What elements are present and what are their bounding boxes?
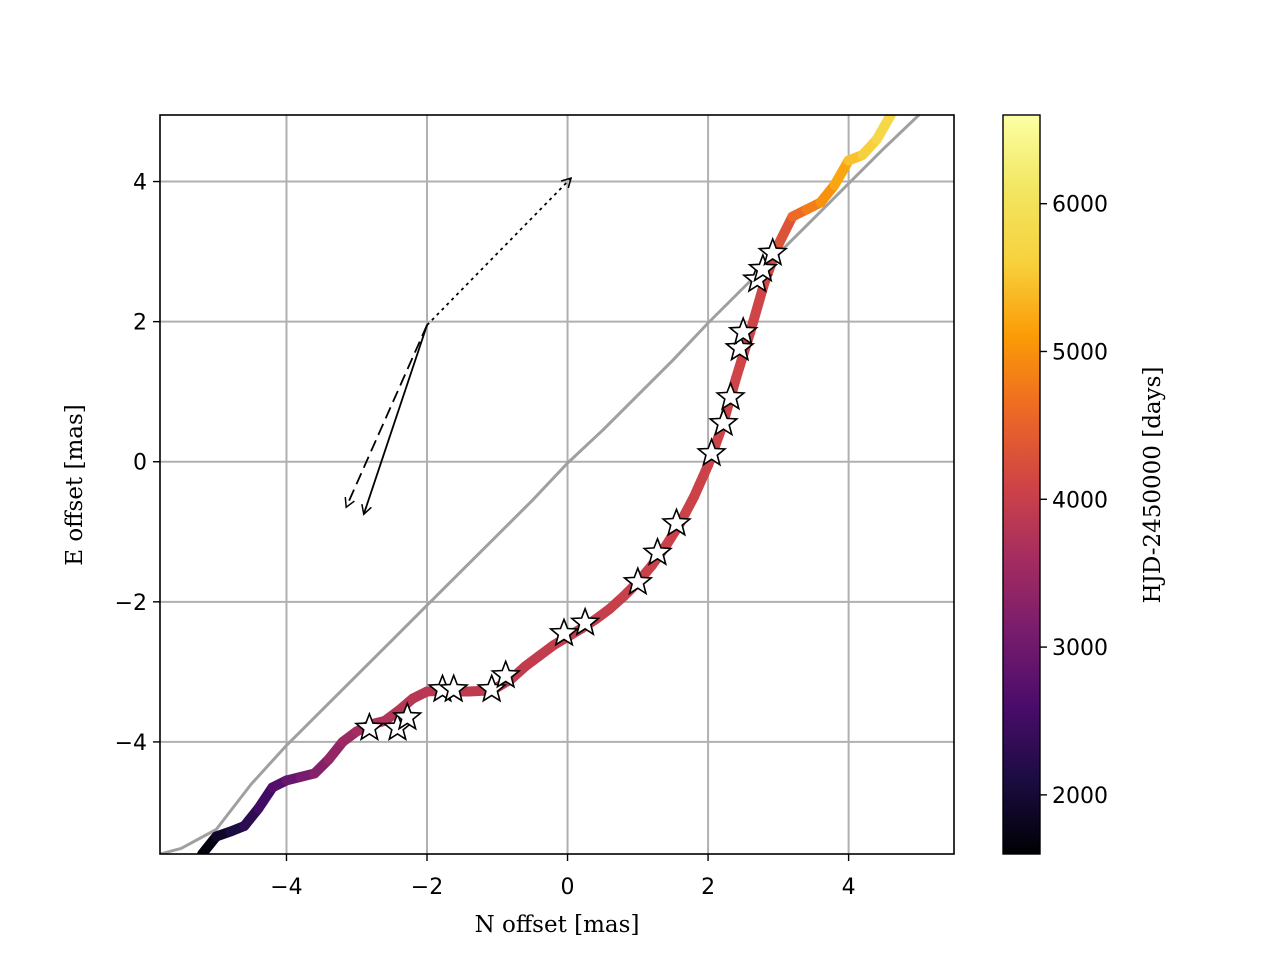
plot-area [160,115,920,854]
colorbar: 2000 3000 4000 5000 6000 HJD-2450000 [days] [1002,114,1166,855]
gray-reference-curve [160,115,920,854]
colorbar-tick-label: 6000 [1052,193,1108,218]
axes-frame [159,114,955,855]
observation-star [490,659,522,689]
y-axis-ticks: −4 −2 0 2 4 [115,171,160,756]
colorbar-ticks: 2000 3000 4000 5000 6000 [1040,193,1108,809]
observation-star [715,381,747,411]
observation-star [438,673,470,703]
x-tick-label: −2 [411,875,443,900]
solid-arrow [361,324,428,516]
y-axis-label: E offset [mas] [62,404,88,566]
grid-lines [160,115,954,854]
observation-star [660,507,692,537]
observation-star [642,536,673,566]
observation-star [622,565,654,596]
observation-star [696,437,728,467]
x-axis-label: N offset [mas] [475,912,640,938]
observation-star [727,315,759,346]
trajectory-segment [773,211,798,250]
dotted-arrow [426,176,573,326]
observation-star [757,236,789,267]
dashed-arrow [344,324,428,509]
observation-star [747,252,779,283]
observation-star [569,606,601,637]
y-tick-label: 4 [133,171,147,196]
gray-series-line [160,115,920,854]
observation-stars [353,236,789,741]
colorbar-gradient [1002,114,1041,855]
x-tick-label: −4 [270,875,302,900]
colorbar-tick-label: 4000 [1052,488,1108,513]
motion-arrows [344,176,573,516]
x-tick-label: 4 [842,875,856,900]
observation-star [724,332,756,362]
observation-star [548,617,580,647]
colorbar-tick-label: 5000 [1052,340,1108,365]
trajectory-segment [745,278,770,338]
colorbar-tick-label: 2000 [1052,784,1108,809]
y-tick-label: 0 [133,451,147,476]
colorbar-tick-label: 3000 [1052,636,1108,661]
y-tick-label: 2 [133,311,147,336]
observation-star [353,711,385,741]
colorbar-label: HJD-2450000 [days] [1140,367,1166,604]
y-tick-label: −2 [115,591,147,616]
x-axis-ticks: −4 −2 0 2 4 [270,854,856,900]
observation-star [708,406,739,437]
trajectory-segment [689,460,714,502]
observation-star [391,701,423,731]
trajectory-segment [871,115,896,145]
y-tick-label: −4 [115,731,147,756]
x-tick-label: 0 [561,875,575,900]
x-tick-label: 2 [701,875,715,900]
